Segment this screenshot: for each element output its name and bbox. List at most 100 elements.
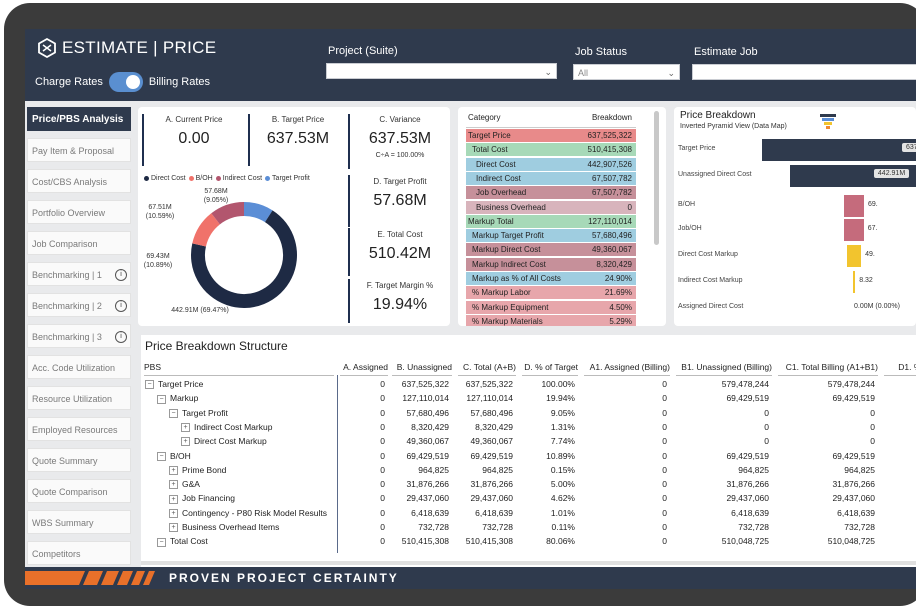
- expand-icon[interactable]: +: [169, 494, 178, 504]
- donut-slice-b-oh[interactable]: [192, 213, 221, 247]
- table-row[interactable]: + Contingency - P80 Risk Model Results 0 6,…: [141, 506, 916, 520]
- expand-icon[interactable]: +: [181, 437, 190, 447]
- sidebar-item-label: Quote Summary: [32, 456, 98, 466]
- pyramid-bar[interactable]: [846, 245, 862, 267]
- project-filter-dropdown[interactable]: ⌄: [326, 63, 557, 79]
- legend-dot: [144, 175, 149, 181]
- total-cost-label: E. Total Cost: [377, 230, 423, 239]
- column-header[interactable]: B. Unassigned: [392, 359, 452, 376]
- table-cell: 6,418,639: [837, 507, 875, 518]
- table-row[interactable]: + Job Financing 0 29,437,060 29,437,060 4.62%…: [141, 491, 916, 505]
- donut-slice-target-profit[interactable]: [243, 202, 273, 223]
- column-header[interactable]: C1. Total Billing (A1+B1): [778, 359, 878, 376]
- sidebar-item-quote-summary[interactable]: Quote Summary: [27, 448, 131, 472]
- table-cell: 510,048,725: [721, 536, 769, 547]
- pyramid-bar[interactable]: [852, 271, 856, 293]
- target-margin-label: F. Target Margin %: [366, 281, 434, 290]
- table-row[interactable]: − Markup 0 127,110,014 127,110,014 19.94% 0 69,…: [141, 391, 916, 405]
- table-cell: 5.00%: [550, 479, 575, 490]
- estimate-job-dropdown[interactable]: [692, 64, 916, 80]
- expand-icon[interactable]: +: [169, 523, 178, 533]
- collapse-icon[interactable]: −: [157, 537, 166, 547]
- breakdown-value: 510,415,308: [587, 145, 633, 155]
- breakdown-value: 67,507,782: [591, 173, 632, 183]
- table-row[interactable]: − Target Profit 0 57,680,496 57,680,496 9.05%…: [141, 406, 916, 420]
- table-row[interactable]: + Direct Cost Markup 0 49,360,067 49,360,067…: [141, 434, 916, 448]
- sidebar-item-portfolio-overview[interactable]: Portfolio Overview: [27, 200, 131, 224]
- sidebar-item-benchmarking-1[interactable]: Benchmarking | 1 i: [27, 262, 131, 286]
- column-header[interactable]: B1. Unassigned (Billing): [676, 359, 772, 376]
- collapse-icon[interactable]: −: [157, 451, 166, 461]
- breakdown-value: 5.29%: [609, 316, 632, 326]
- table-row[interactable]: + Business Overhead Items 0 732,728 732,728 0…: [141, 520, 916, 534]
- table-row[interactable]: + Indirect Cost Markup 0 8,320,429 8,320,429…: [141, 420, 916, 434]
- column-header[interactable]: C. Total (A+B): [458, 359, 516, 376]
- info-icon[interactable]: i: [115, 331, 127, 343]
- pyramid-bar[interactable]: [844, 219, 864, 241]
- job-status-dropdown[interactable]: All ⌄: [573, 64, 680, 80]
- breakdown-scrollbar[interactable]: [654, 111, 659, 245]
- expand-icon[interactable]: +: [169, 466, 178, 476]
- table-cell: 0: [380, 507, 385, 518]
- column-header[interactable]: PBS: [144, 359, 334, 376]
- table-cell: 964,825: [482, 464, 513, 475]
- table-row[interactable]: − Target Price 0 637,525,322 637,525,322 100.…: [141, 377, 916, 391]
- column-header[interactable]: A. Assigned: [340, 359, 388, 376]
- pbs-cell: − Markup: [157, 391, 198, 405]
- app-title: ESTIMATE | PRICE: [62, 38, 217, 57]
- sidebar-item-cost-cbs-analysis[interactable]: Cost/CBS Analysis: [27, 169, 131, 193]
- pbs-name: Indirect Cost Markup: [194, 421, 273, 432]
- table-cell: 0: [380, 407, 385, 418]
- column-header[interactable]: A1. Assigned (Billing): [584, 359, 670, 376]
- column-header[interactable]: D1. % c: [884, 359, 916, 376]
- table-row[interactable]: + G&A 0 31,876,266 31,876,266 5.00% 0 31,876,26…: [141, 477, 916, 491]
- table-row[interactable]: − Total Cost 0 510,415,308 510,415,308 80.06%…: [141, 534, 916, 548]
- collapse-icon[interactable]: −: [145, 380, 154, 390]
- table-cell: 31,876,266: [470, 479, 513, 490]
- donut-label-profit-text: 57.68M (9.05%): [203, 188, 229, 204]
- sidebar-item-price-pbs-analysis[interactable]: Price/PBS Analysis: [27, 107, 131, 131]
- sidebar-item-benchmarking-2[interactable]: Benchmarking | 2 i: [27, 293, 131, 317]
- target-profit-kpi: D. Target Profit 57.68M: [352, 177, 448, 210]
- job-status-label: Job Status: [575, 46, 627, 58]
- sidebar-item-wbs-summary[interactable]: WBS Summary: [27, 510, 131, 534]
- sidebar-item-acc-code-utilization[interactable]: Acc. Code Utilization: [27, 355, 131, 379]
- sidebar-item-pay-item-proposal[interactable]: Pay Item & Proposal: [27, 138, 131, 162]
- sidebar-item-quote-comparison[interactable]: Quote Comparison: [27, 479, 131, 503]
- collapse-icon[interactable]: −: [157, 394, 166, 404]
- pyramid-title: Price Breakdown: [680, 110, 756, 121]
- expand-icon[interactable]: +: [169, 480, 178, 490]
- breakdown-row: Markup Target Profit 57,680,496: [466, 229, 636, 243]
- breakdown-category: Total Cost: [472, 145, 508, 155]
- table-row[interactable]: + Prime Bond 0 964,825 964,825 0.15% 0 964,825 9…: [141, 463, 916, 477]
- table-horizontal-scrollbar[interactable]: [141, 561, 916, 565]
- rate-toggle[interactable]: Charge Rates Billing Rates: [35, 72, 210, 92]
- toggle-left-label: Charge Rates: [35, 76, 103, 88]
- collapse-icon[interactable]: −: [169, 408, 178, 418]
- info-icon[interactable]: i: [115, 300, 127, 312]
- breakdown-value: 127,110,014: [588, 216, 632, 226]
- column-header[interactable]: D. % of Target: [522, 359, 578, 376]
- table-row[interactable]: − B/OH 0 69,429,519 69,429,519 10.89% 0 69,429,…: [141, 449, 916, 463]
- donut-label-boh-text: 69.43M (10.89%): [143, 253, 173, 269]
- donut-slice-direct-cost[interactable]: [191, 210, 297, 308]
- breakdown-value: 21.69%: [604, 288, 632, 298]
- sidebar-item-resource-utilization[interactable]: Resource Utilization: [27, 386, 131, 410]
- expand-icon[interactable]: +: [169, 508, 178, 518]
- sidebar-item-benchmarking-3[interactable]: Benchmarking | 3 i: [27, 324, 131, 348]
- table-cell: 0.11%: [551, 522, 575, 532]
- table-cell: 0: [662, 464, 667, 475]
- sidebar-item-employed-resources[interactable]: Employed Resources: [27, 417, 131, 441]
- info-icon[interactable]: i: [115, 269, 127, 281]
- pyramid-bar[interactable]: [843, 195, 864, 217]
- rate-toggle-switch[interactable]: [108, 72, 143, 92]
- expand-icon[interactable]: +: [181, 423, 190, 433]
- table-cell: 0: [870, 407, 875, 418]
- pbs-table-title: Price Breakdown Structure: [145, 339, 288, 353]
- donut-slice-indirect-cost[interactable]: [211, 202, 245, 225]
- pyramid-bar[interactable]: [762, 139, 916, 161]
- breakdown-row: Target Price 637,525,322: [466, 129, 636, 142]
- sidebar-item-job-comparison[interactable]: Job Comparison: [27, 231, 131, 255]
- legend-item: Indirect Cost: [215, 175, 262, 182]
- sidebar-item-competitors[interactable]: Competitors: [27, 541, 131, 565]
